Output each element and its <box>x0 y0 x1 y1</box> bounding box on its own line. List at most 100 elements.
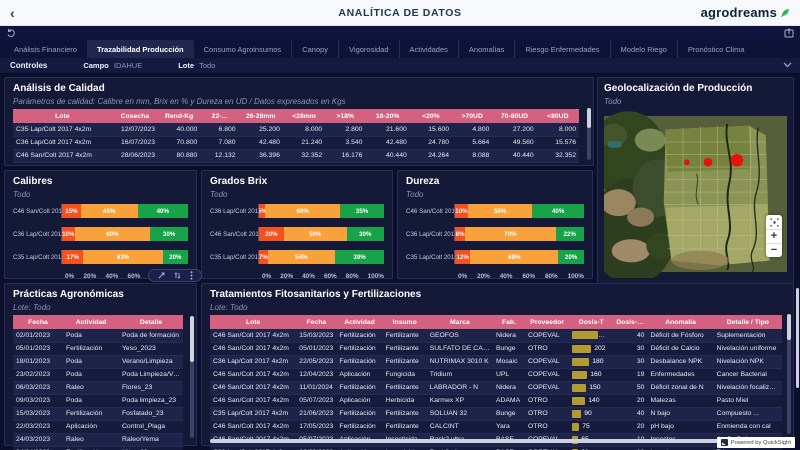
table-row[interactable]: C46 San/Colt 2017 4x2m 17/05/2023 Fertiliz… <box>210 420 782 434</box>
page-scrollbar[interactable] <box>796 288 799 388</box>
table-row[interactable]: 05/01/2023 Fertilización Yeso_2023 <box>13 342 183 356</box>
tab-actividades[interactable]: Actividades <box>398 40 458 58</box>
bar-segment-bajo[interactable]: 7% <box>259 250 268 265</box>
column-header[interactable]: 18-20% <box>365 109 410 124</box>
treatments-table-vscrollbar[interactable] <box>787 314 791 434</box>
bar-segment-medio[interactable]: 45% <box>80 204 138 219</box>
column-header[interactable]: Actividad <box>336 315 383 330</box>
column-header[interactable]: Marca <box>426 315 493 330</box>
production-map[interactable]: + − <box>589 110 787 285</box>
table-row[interactable]: 22/03/2023 Aplicación Control_Plaga <box>13 420 183 434</box>
column-header[interactable]: Detalle <box>119 315 183 330</box>
table-row[interactable]: 09/03/2023 Poda Poda limpieza_23 <box>13 394 183 408</box>
bar-segment-medio[interactable]: 50% <box>467 204 533 219</box>
bar-segment-bajo[interactable]: 8% <box>455 227 466 242</box>
table-row[interactable]: C35 Lap/Colt 2017 4x2m 12/07/2023 40.000 6.… <box>13 123 579 137</box>
bar-segment-bajo[interactable]: 10% <box>455 204 468 219</box>
table-row[interactable]: C36 Lap/Colt 2017 4x2m 16/07/2023 70.800 7.… <box>13 136 579 150</box>
column-header[interactable]: <28mm <box>282 109 326 124</box>
table-row[interactable]: 18/01/2023 Poda Verano/Limpieza <box>13 355 183 369</box>
table-row[interactable]: C35 Lap/Colt 2017 4x2m 21/06/2023 Fertiliz… <box>210 407 782 421</box>
expand-icon[interactable] <box>158 272 165 279</box>
table-row[interactable]: C46 San/Colt 2017 4x2m 12/04/2023 Aplicaci… <box>210 368 782 382</box>
bar-segment-alto[interactable]: 39% <box>335 250 384 265</box>
bar-segment-medio[interactable]: 60% <box>74 227 151 242</box>
bar-segment-medio[interactable]: 60% <box>265 204 341 219</box>
tab-analisis-financiero[interactable]: Análisis Financiero <box>14 44 77 54</box>
column-header[interactable]: >70UD <box>452 109 493 124</box>
bar-segment-alto[interactable]: 20% <box>162 250 188 265</box>
map-zoom-out-button[interactable]: − <box>766 243 782 257</box>
map-zoom-in-button[interactable]: + <box>766 229 782 243</box>
column-header[interactable]: Anomalía <box>647 315 714 330</box>
chevron-down-icon[interactable] <box>783 62 792 68</box>
bar-segment-medio[interactable]: 54% <box>267 250 336 265</box>
column-header[interactable]: Insumo <box>382 315 427 330</box>
column-header[interactable]: 26-28mm <box>238 109 283 124</box>
practices-table-scrollbar[interactable] <box>190 316 194 438</box>
campo-filter[interactable]: Campo IDAHUE <box>83 61 142 70</box>
sort-icon[interactable] <box>174 272 181 279</box>
tab-riesgo-enfermedades[interactable]: Riesgo Enfermedades <box>514 40 609 58</box>
column-header[interactable]: Actividad <box>63 315 119 330</box>
bar-segment-alto[interactable]: 22% <box>555 227 584 242</box>
column-header[interactable]: Dosis-Ha <box>613 315 648 330</box>
bar-segment-medio[interactable]: 70% <box>465 227 556 242</box>
quality-table-scrollbar[interactable] <box>587 108 591 160</box>
table-row[interactable]: C46 San/Colt 2017 4x2m 15/03/2023 Fertiliz… <box>210 329 782 343</box>
bar-segment-medio[interactable]: 63% <box>83 250 163 265</box>
map-recenter-button[interactable] <box>766 215 782 229</box>
bar-segment-bajo[interactable]: 15% <box>62 204 81 219</box>
bar-segment-medio[interactable]: 68% <box>470 250 559 265</box>
bar-segment-alto[interactable]: 35% <box>340 204 384 219</box>
table-row[interactable]: 02/01/2023 Poda Poda de formación <box>13 329 183 343</box>
bar-segment-bajo[interactable]: 17% <box>62 250 84 265</box>
bar-segment-bajo[interactable]: 12% <box>455 250 471 265</box>
tab-vigorosidad[interactable]: Vigorosidad <box>338 40 398 58</box>
tab-consumo-agroinsumos[interactable]: Consumo Agroinsumos <box>203 44 282 54</box>
bar-segment-alto[interactable]: 30% <box>346 227 384 242</box>
production-marker[interactable] <box>683 159 690 166</box>
tab-trazabilidad-produccion[interactable]: Trazabilidad Producción <box>86 40 194 58</box>
back-chevron-icon[interactable]: ‹ <box>10 4 15 21</box>
bar-segment-bajo[interactable]: 5% <box>259 204 266 219</box>
column-header[interactable]: Fecha <box>13 315 63 330</box>
satellite-map-image[interactable] <box>589 110 787 285</box>
column-header[interactable]: Fecha <box>296 315 337 330</box>
table-row[interactable]: C46 San/Colt 2017 4x2m 11/01/2024 Fertiliz… <box>210 381 782 395</box>
table-row[interactable]: C46 San/Colt 2017 4x2m 05/01/2023 Fertiliz… <box>210 342 782 356</box>
tab-modelo-riego[interactable]: Modelo Riego <box>609 40 677 58</box>
table-row[interactable]: C36 Lap/Colt 2017 4x2m 22/05/2023 Fertiliz… <box>210 355 782 369</box>
tab-anomalias[interactable]: Anomalías <box>457 40 514 58</box>
column-header[interactable]: <80UD <box>536 109 579 124</box>
table-row[interactable]: 24/03/2023 Raleo Raleo/Yema <box>13 433 183 447</box>
column-header[interactable]: Rend-Kg <box>158 109 201 124</box>
table-row[interactable]: C36 Lap/Colt 2017 4x2m22/03/2023Aplicaci… <box>210 446 782 450</box>
column-header[interactable]: >18% <box>325 109 366 124</box>
production-marker[interactable] <box>730 154 744 167</box>
bar-segment-alto[interactable]: 40% <box>137 204 188 219</box>
undo-icon[interactable] <box>6 28 16 38</box>
bar-segment-medio[interactable]: 50% <box>284 227 347 242</box>
bar-segment-alto[interactable]: 20% <box>558 250 584 265</box>
tab-pronostico-clima[interactable]: Pronóstico Clima <box>676 40 755 58</box>
column-header[interactable]: Lote <box>210 315 297 330</box>
tab-canopy[interactable]: Canopy <box>291 40 338 58</box>
production-marker[interactable] <box>703 157 713 167</box>
export-icon[interactable] <box>784 28 794 38</box>
column-header[interactable]: 22-... <box>200 109 239 124</box>
bar-segment-bajo[interactable]: 10% <box>62 227 75 242</box>
column-header[interactable]: Detalle / Tipo <box>713 315 782 330</box>
column-header[interactable]: Proveedor <box>525 315 570 330</box>
table-row[interactable]: 15/03/2023 Fertilización Fosfatado_23 <box>13 407 183 421</box>
treatments-table-hscrollbar[interactable] <box>210 439 755 443</box>
column-header[interactable]: <20% <box>409 109 453 124</box>
kebab-menu-icon[interactable] <box>190 271 193 280</box>
bar-segment-alto[interactable]: 40% <box>532 204 584 219</box>
column-header[interactable]: Dosis-T <box>569 315 614 330</box>
column-header[interactable]: 70-80UD <box>492 109 537 124</box>
column-header[interactable]: Cosecha <box>111 109 158 124</box>
table-row[interactable]: 04/04/2023FertilizaciónNitro_23 <box>13 446 183 450</box>
table-row[interactable]: 06/03/2023 Raleo Flores_23 <box>13 381 183 395</box>
